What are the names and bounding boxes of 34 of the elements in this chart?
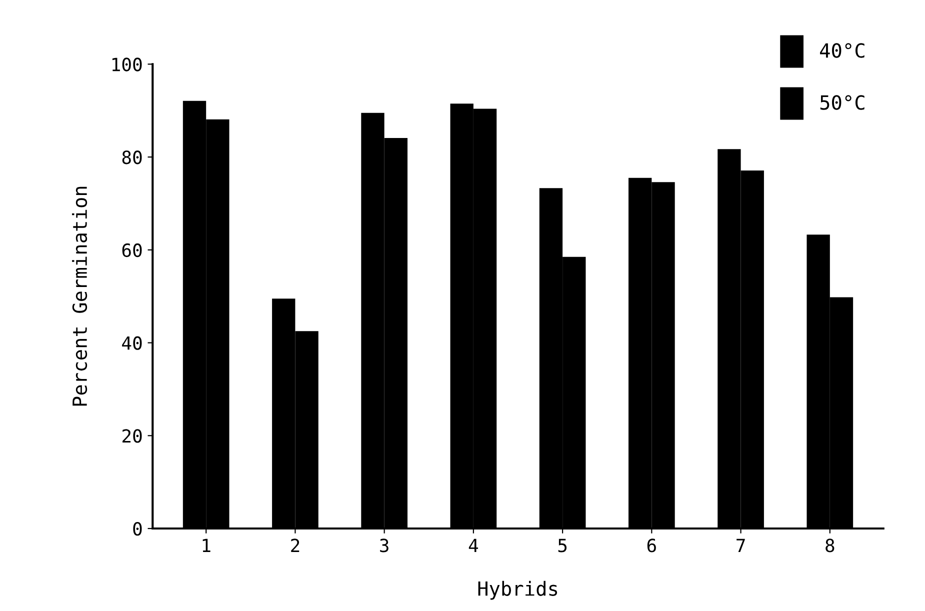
bar	[473, 108, 497, 529]
x-tick-label: 5	[558, 538, 567, 552]
bar	[652, 182, 675, 529]
x-tick-label: 8	[826, 538, 834, 552]
x-axis-title: Hybrids	[478, 580, 558, 600]
x-tick-label: 7	[736, 538, 745, 552]
bar	[740, 170, 764, 529]
bar	[361, 112, 384, 529]
x-tick-label: 2	[291, 538, 300, 552]
x-tick-label: 3	[380, 538, 388, 552]
y-tick-label: 60	[122, 243, 142, 258]
bar	[295, 331, 318, 529]
y-tick-label: 80	[122, 150, 142, 164]
y-axis-title: Percent Germination	[72, 186, 88, 406]
bar	[628, 178, 652, 529]
bar	[272, 298, 296, 529]
bar	[562, 256, 586, 529]
x-tick-label: 1	[202, 538, 210, 552]
bar	[450, 104, 474, 529]
y-tick-label: 40	[122, 336, 142, 350]
bar	[539, 188, 563, 529]
y-tick-label: 100	[112, 58, 142, 72]
bar	[384, 138, 408, 529]
bar	[718, 149, 741, 529]
legend-label: 40°C	[820, 43, 864, 58]
bar	[206, 119, 230, 529]
bar	[830, 297, 854, 529]
y-tick-label: 20	[122, 429, 142, 443]
x-tick-label: 4	[468, 538, 478, 552]
bar	[182, 100, 206, 529]
bar	[806, 234, 830, 529]
y-tick-label: 0	[133, 522, 142, 536]
x-tick-label: 6	[647, 538, 656, 552]
legend-label: 50°C	[820, 95, 864, 110]
